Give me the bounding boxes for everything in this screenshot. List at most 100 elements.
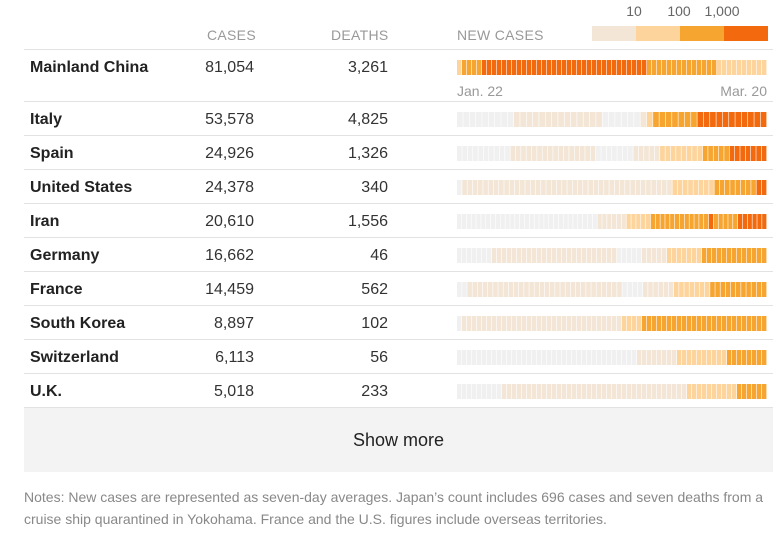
day-cell xyxy=(717,60,722,75)
day-cell xyxy=(617,350,622,365)
day-cell xyxy=(569,146,574,161)
day-cell xyxy=(532,248,537,263)
day-cell xyxy=(539,112,545,127)
day-cell xyxy=(741,112,748,127)
day-cell xyxy=(762,248,767,263)
day-cell xyxy=(467,350,472,365)
day-cell xyxy=(539,282,545,297)
day-cell xyxy=(524,214,530,229)
day-cell xyxy=(728,214,733,229)
day-cell xyxy=(687,350,692,365)
day-cell xyxy=(537,350,542,365)
day-cell xyxy=(725,282,731,297)
day-cell xyxy=(553,214,559,229)
day-cell xyxy=(628,146,633,161)
day-cell xyxy=(757,384,762,399)
day-cell xyxy=(567,60,572,75)
day-cell xyxy=(583,112,590,127)
day-cell xyxy=(650,214,655,229)
table-row: U.K. 5,018 233 xyxy=(24,374,773,408)
day-cell xyxy=(735,112,742,127)
day-cell xyxy=(682,316,687,331)
day-cell xyxy=(497,248,502,263)
day-cell xyxy=(622,60,627,75)
day-cell xyxy=(519,282,524,297)
day-cell xyxy=(729,146,735,161)
day-cell xyxy=(670,214,675,229)
day-cell xyxy=(597,384,602,399)
day-cell xyxy=(558,112,564,127)
day-cell xyxy=(562,384,567,399)
day-cell xyxy=(597,60,602,75)
day-cell xyxy=(762,384,767,399)
day-cell xyxy=(723,214,728,229)
day-cell xyxy=(544,214,549,229)
day-cell xyxy=(717,248,722,263)
day-cell xyxy=(732,248,737,263)
day-cell xyxy=(757,350,762,365)
day-cell xyxy=(487,350,492,365)
day-cell xyxy=(747,60,752,75)
day-cell xyxy=(647,60,652,75)
day-cell xyxy=(492,316,497,331)
day-cell xyxy=(462,282,467,297)
day-cell xyxy=(722,384,727,399)
day-cell xyxy=(530,180,536,195)
day-cell xyxy=(585,146,591,161)
day-cell xyxy=(542,60,547,75)
day-cell xyxy=(722,112,729,127)
day-cell xyxy=(597,350,602,365)
day-cell xyxy=(469,112,476,127)
day-cell xyxy=(557,350,562,365)
day-cell xyxy=(534,282,540,297)
day-cell xyxy=(472,350,477,365)
deaths-value: 1,326 xyxy=(347,145,388,162)
day-cell xyxy=(663,282,669,297)
day-cell xyxy=(457,146,462,161)
day-cell xyxy=(462,350,467,365)
day-cell xyxy=(668,282,674,297)
day-cell xyxy=(713,146,719,161)
day-cell xyxy=(717,384,722,399)
day-cell xyxy=(612,146,617,161)
day-cell xyxy=(710,282,715,297)
day-cell xyxy=(595,146,601,161)
day-cell xyxy=(601,146,607,161)
day-cell xyxy=(467,384,472,399)
day-cell xyxy=(722,316,727,331)
day-cell xyxy=(617,282,622,297)
day-cell xyxy=(737,350,742,365)
day-cell xyxy=(514,180,520,195)
day-cell xyxy=(647,384,652,399)
day-cell xyxy=(762,316,767,331)
day-cell xyxy=(737,316,742,331)
day-cell xyxy=(497,60,502,75)
day-cell xyxy=(703,112,710,127)
day-cell xyxy=(587,384,592,399)
day-cell xyxy=(689,214,694,229)
day-cell xyxy=(642,316,647,331)
day-cell xyxy=(507,316,512,331)
day-cell xyxy=(636,214,641,229)
day-cell xyxy=(612,282,617,297)
day-cell xyxy=(616,214,622,229)
day-cell xyxy=(517,60,522,75)
show-more-button[interactable]: Show more xyxy=(24,408,773,472)
day-cell xyxy=(457,282,462,297)
day-cell xyxy=(557,316,562,331)
deaths-value: 56 xyxy=(370,349,388,366)
day-cell xyxy=(742,248,747,263)
day-cell xyxy=(473,146,478,161)
day-cell xyxy=(512,248,517,263)
day-cell xyxy=(617,60,622,75)
deaths-value: 340 xyxy=(361,179,388,196)
day-cell xyxy=(720,282,726,297)
day-cell xyxy=(457,60,462,75)
day-cell xyxy=(648,282,653,297)
day-cell xyxy=(497,384,502,399)
day-cell xyxy=(457,350,462,365)
day-cell xyxy=(708,214,714,229)
day-cell xyxy=(692,248,697,263)
day-cell xyxy=(591,282,596,297)
day-cell xyxy=(631,214,636,229)
